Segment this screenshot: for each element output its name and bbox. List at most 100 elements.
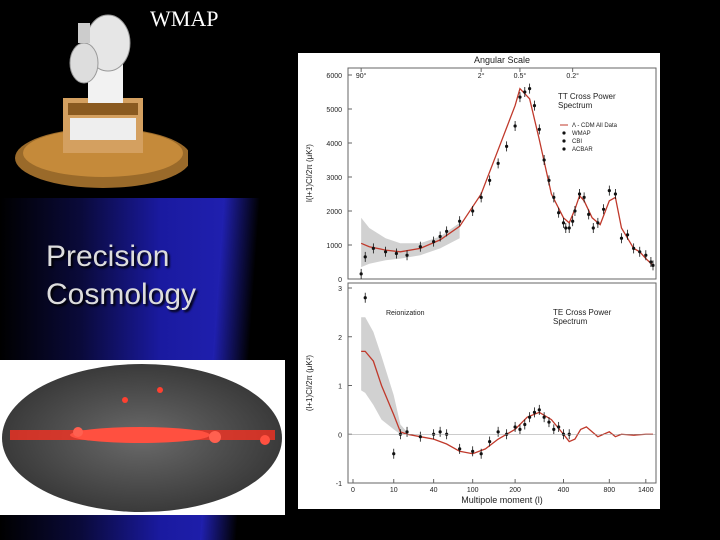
y-tick-label: 0 [338,277,342,284]
data-point [471,449,475,453]
x-tick-label: 1400 [638,487,654,494]
data-point [479,195,483,199]
data-point [591,226,595,230]
data-point [557,211,561,215]
data-point [513,124,517,128]
uncertainty-band [361,217,460,268]
top-tick-label: 90° [356,72,367,80]
uncertainty-band [361,317,408,435]
data-point [523,422,527,427]
data-point [405,430,409,434]
top-tick-label: 0.5° [514,72,527,80]
x-tick-label: 10 [390,487,398,494]
slide-title: WMAP [150,6,219,31]
tt-title-line1: TT Cross Power [558,92,616,101]
data-point [458,447,462,451]
data-point [532,104,537,108]
data-point [649,260,653,264]
data-point [438,430,442,434]
te-title-line2: Spectrum [553,317,588,326]
top-tick-label: 2° [478,72,485,80]
data-point [518,427,522,431]
x-tick-label: 200 [509,487,521,494]
te-plot-frame [347,282,657,484]
data-point [479,452,483,456]
data-point [564,226,568,230]
data-point [458,219,462,223]
data-point [363,296,367,300]
legend-dot [562,147,566,151]
data-point [644,253,648,257]
data-point [445,229,449,233]
data-point [596,221,600,225]
data-point [532,410,537,414]
power-spectrum-chart: Angular Scale TT Cross Power Spectrum TE… [298,53,660,509]
data-point [359,272,363,276]
data-point [582,195,586,199]
data-point [573,209,577,213]
data-point [488,178,492,182]
x-tick-label: 400 [558,487,570,494]
legend-label: Λ - CDM All Data [572,123,618,129]
y-tick-label: 3000 [326,175,342,182]
data-point [528,415,532,419]
headline-line1: Precision [46,240,170,273]
model-curve [360,87,654,266]
tt-layer: 0 1000 2000 3000 4000 5000 6000 90° 2° 0.5° 0.2° [326,68,655,284]
data-point [371,246,375,250]
data-point [542,415,546,419]
cmb-sky-map-image [0,360,285,515]
data-point [613,192,618,196]
wmap-satellite-image [15,14,188,188]
data-point [619,236,624,240]
y-tick-label: 2000 [326,209,342,216]
data-point [537,408,541,412]
data-point [632,246,636,250]
x-tick-label: 100 [467,487,479,494]
x-axis-label: Multipole moment (l) [461,495,543,505]
data-point [405,253,409,257]
legend-label: ACBAR [572,147,593,153]
data-point [571,219,575,223]
data-point [513,425,517,429]
tt-title: TT Cross Power Spectrum [558,92,618,110]
te-y-axis-label: (l+1)Cl/2π (μK²) [305,355,314,411]
data-point [505,144,509,148]
data-point [383,250,388,254]
data-point [432,240,436,244]
y-tick-label: 0 [338,432,342,439]
data-point [418,245,422,249]
legend-label: CBI [572,139,582,145]
data-point [577,192,582,196]
tt-legend: Λ - CDM All Data WMAP CBI ACBAR [560,123,618,153]
top-tick-label: 0.2° [566,72,579,80]
data-point [625,233,630,237]
x-tick-label: 800 [603,487,615,494]
data-point [587,212,591,216]
data-point [557,425,561,429]
data-point [552,427,556,431]
tt-plot-frame [347,67,657,280]
y-tick-label: 6000 [326,73,342,80]
te-layer: -1 0 1 2 3 0 10 40 100 200 400 800 1400 [336,286,656,494]
data-point [561,221,566,225]
data-point [651,263,655,267]
headline: Precision Cosmology [46,238,226,314]
model-curve [361,350,653,455]
data-point [567,226,571,230]
x-tick-label: 40 [430,487,438,494]
data-point [547,178,551,182]
data-point [488,439,492,444]
y-tick-label: 3 [338,286,342,293]
y-tick-label: 5000 [326,107,342,114]
legend-dot [562,131,566,135]
y-tick-label: -1 [336,481,342,488]
y-tick-label: 1000 [326,243,342,250]
data-point [471,209,475,213]
headline-line2: Cosmology [46,278,197,311]
y-tick-label: 4000 [326,141,342,148]
data-point [518,95,522,99]
chart-svg: Angular Scale TT Cross Power Spectrum TE… [305,55,657,505]
data-point [638,250,642,254]
data-point [392,452,396,456]
